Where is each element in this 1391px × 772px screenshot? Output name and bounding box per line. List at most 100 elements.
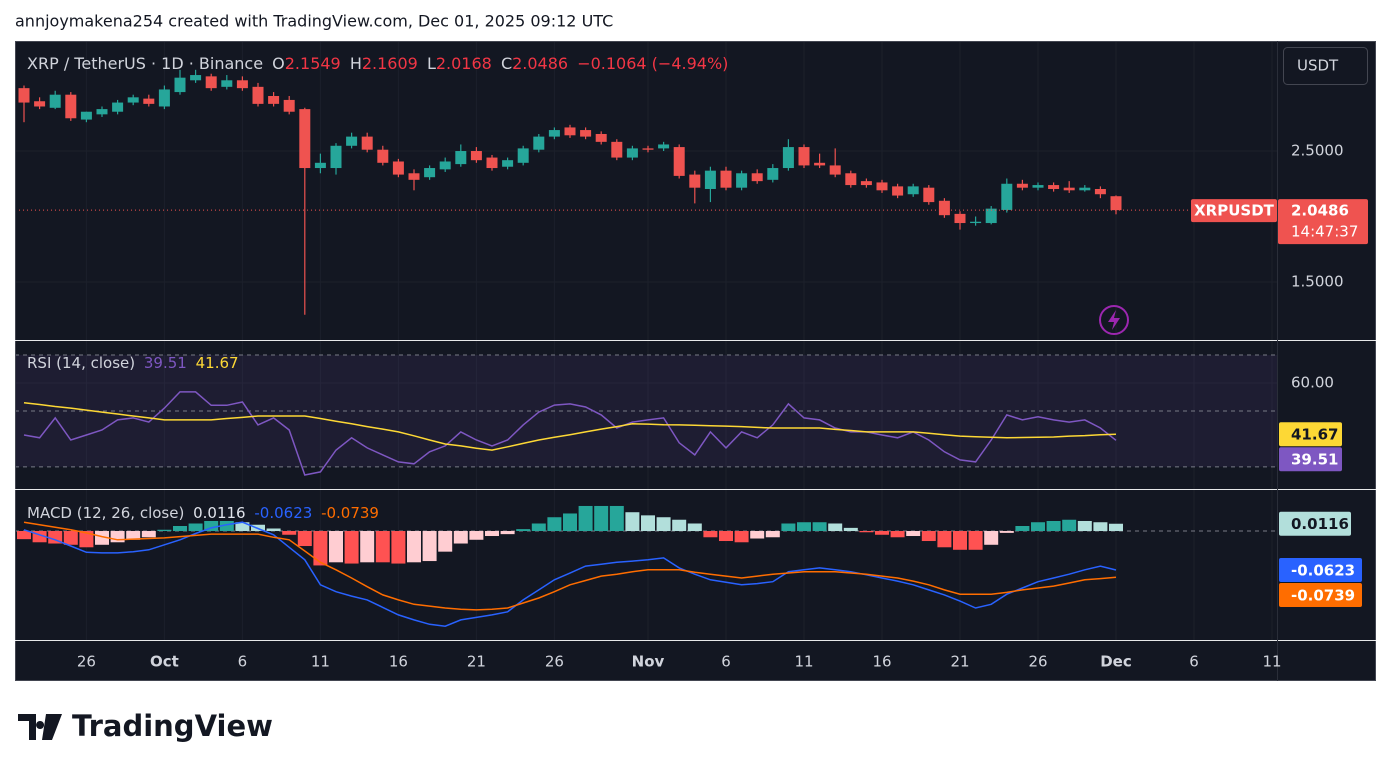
histogram-bar [297,531,312,547]
candle-body [470,151,482,161]
histogram-bar [828,523,843,532]
histogram-bar [173,525,187,532]
histogram-bar [157,529,172,532]
change: −0.1064 (−4.94%) [577,54,729,73]
histogram-bar [469,531,484,540]
candle-body [892,186,904,196]
histogram-bar [17,531,31,540]
histogram-bar [578,505,593,532]
candle-body [829,165,841,175]
histogram-bar [672,519,687,532]
candle-body [985,208,997,224]
rsi-axis-label-box [1279,447,1342,472]
candle-body [49,94,61,108]
candle-body [1110,196,1122,211]
candle-body [486,157,498,169]
histogram-bar [1015,525,1030,532]
rsi-legend: RSI (14, close) 39.51 41.67 [27,354,243,372]
macd-axis-label-box [1279,511,1351,536]
candle-body [533,136,545,150]
x-tick-label: 11 [311,653,330,671]
rsi-axis-label: 41.67 [1291,426,1338,444]
candle-body [814,162,826,166]
series-line [23,521,1117,611]
price-label: 2.0486 [1291,202,1349,220]
x-tick-label: 21 [467,653,486,671]
candle-body [18,88,30,103]
histogram-bar [188,523,203,532]
candle-body [548,130,560,137]
histogram-bar [859,531,874,533]
histogram-bar [547,517,562,532]
histogram-bar [391,531,406,564]
histogram-bar [563,513,577,532]
candle-body [1048,185,1060,189]
histogram-bar [656,517,671,532]
candle-body [1001,183,1013,210]
series-line [23,391,1117,476]
candle-body [439,161,451,170]
y-tick-label: 1.5000 [1291,272,1344,290]
histogram-bar [126,531,141,540]
legend-value: 2.1609 [361,54,418,73]
histogram-bar [63,531,78,545]
x-tick-label: 26 [1028,653,1047,671]
axes: 26 Oct 6 11 16 21 26 Nov 6 11 16 21 26 Dec 6 11 1.5000 2.… [77,142,1368,671]
histogram-bar [781,523,796,532]
histogram-bar [750,531,765,539]
candle-body [751,173,763,182]
histogram-bar [953,531,967,550]
legend-value: 2.0486 [512,54,569,73]
currency-button[interactable] [1283,47,1368,85]
candle-body [580,130,592,137]
x-tick-label: 11 [1262,653,1281,671]
macd-axis-label: -0.0739 [1291,587,1355,605]
alert-icon[interactable] [1099,305,1129,335]
histogram-bar [906,531,921,537]
candle-body [377,149,389,163]
macd-axis-label-box [1279,583,1362,608]
histogram-bar [797,522,811,532]
candle-body [361,136,373,150]
histogram-bar [812,522,827,532]
histogram-bar [641,515,655,532]
legend-key: C [500,54,513,73]
legend-value: 2.0168 [435,54,492,73]
candle-body [1094,188,1106,195]
candle-body [205,76,217,89]
histogram-bar [1109,523,1123,532]
candle-body [392,161,404,175]
histogram-bar [438,531,453,552]
signal-value: -0.0739 [321,504,379,522]
x-tick-label: 6 [1189,653,1199,671]
histogram-bar [687,523,702,532]
price-pane [16,42,1277,340]
candle-body [424,168,436,178]
candle-body [860,181,872,186]
candle-body [34,101,46,107]
candle-body [127,97,139,103]
histogram-bar [235,522,250,532]
histogram-bar [921,531,936,542]
candle-body [642,148,654,150]
x-tick-label: 26 [77,653,96,671]
candle-body [314,162,326,169]
histogram-bar [890,531,905,538]
histogram-bar [422,531,437,562]
histogram-bar [609,505,624,532]
histogram-bar [968,531,983,550]
x-tick-label: Nov [632,653,665,671]
histogram-bar [360,531,375,563]
histogram-bar [407,531,421,563]
x-tick-label: 26 [545,653,564,671]
candle-body [252,86,264,104]
macd-pane [16,490,1277,640]
candle-body [689,174,701,188]
histogram-bar [485,531,499,537]
rsi-pane [16,341,1277,489]
candle-body [564,127,576,136]
currency-label: USDT [1297,57,1339,75]
candle-body [455,151,467,165]
